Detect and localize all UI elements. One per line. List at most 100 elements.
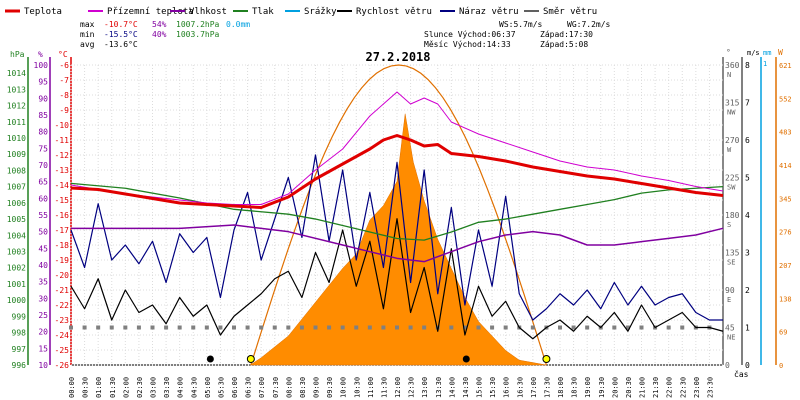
compass-label: SE [727,259,735,267]
dir-tick-label: 270 [725,136,740,145]
wind-dir-point [150,325,155,330]
hpa-tick-label: 1003 [7,247,26,256]
ms-tick-label: 0 [745,361,750,370]
temp-tick-label: -26 [55,361,70,370]
legend-label: Přízemní teplota [107,7,194,17]
legend-label: Teplota [24,7,62,17]
temp-tick-label: -6 [59,61,69,70]
ms-tick-label: 5 [745,174,750,183]
wind-dir-point [245,325,250,330]
temp-tick-label: -24 [55,331,70,340]
x-tick-label: 21:30 [652,377,660,398]
wind-dir-point [558,325,562,330]
x-tick-label: 07:30 [272,377,280,398]
legend-item-wind-gust: Náraz větru [440,7,519,17]
temp-tick-label: -12 [55,151,70,160]
dir-tick-label: 180 [725,211,740,220]
x-tick-label: 22:00 [666,377,674,398]
legend-item-temp: Teplota [5,7,62,17]
pct-tick-label: 20 [38,328,48,337]
ms-tick-label: 6 [745,136,750,145]
wind-dir-point [232,325,236,330]
wind-dir-point [680,325,685,330]
wind-dir-point [639,325,644,330]
x-tick-label: 02:00 [122,377,130,398]
x-tick-label: 08:00 [285,377,293,398]
w-tick-label: 621 [779,62,792,70]
wind-dir-point [164,325,169,330]
wind-dir-point [449,325,454,330]
dir-tick-label: 360 [725,61,740,70]
x-tick-label: 15:30 [489,377,497,398]
stat-max-hum: 54% [152,20,167,29]
x-axis-label: čas [734,369,749,379]
temp-tick-label: -13 [55,166,70,175]
wind-dir-point [96,325,101,330]
x-tick-label: 12:30 [408,377,416,398]
hpa-tick-label: 1006 [7,199,26,208]
temp-tick-label: -17 [55,226,70,235]
wind-dir-point [462,325,467,330]
pct-axis-label: % [38,50,43,59]
x-tick-label: 23:00 [693,377,701,398]
x-tick-label: 06:00 [231,377,239,398]
ms-tick-label: 4 [745,211,750,220]
wind-dir-point [82,325,87,330]
x-tick-label: 10:00 [340,377,348,398]
w-tick-label: 483 [779,129,792,137]
dir-tick-label: 0 [725,361,730,370]
temp-tick-label: -23 [55,316,70,325]
x-tick-label: 18:00 [557,377,565,398]
stats: max -10.7°C 54% 1007.2hPa 0.0mm min -15.… [80,20,250,49]
pct-tick-label: 70 [38,161,48,170]
pct-tick-label: 90 [38,94,48,103]
wind-gust-line [70,154,723,321]
compass-label: E [727,296,731,304]
solar-radiation-area [249,113,547,366]
x-tick-label: 04:00 [177,377,185,398]
wind-info: WS:5.7m/s WG:7.2m/s Slunce Východ:06:37 … [424,20,611,49]
wind-dir-point [69,325,73,330]
solar-area [249,64,547,366]
pct-tick-label: 30 [38,294,48,303]
w-tick-label: 414 [779,162,792,170]
ms-axis-label: m/s [747,49,760,57]
wind-dir-point [191,325,196,330]
x-tick-label: 23:30 [706,377,714,398]
w-tick-label: 207 [779,262,792,270]
legend-item-rain: Srážky [285,7,337,17]
x-tick-label: 01:30 [109,377,117,398]
legend-label: Náraz větru [459,7,519,17]
x-tick-label: 03:00 [150,377,158,398]
temp-tick-label: -21 [55,286,70,295]
stat-max-rain: 0.0mm [226,20,250,29]
temp-tick-label: -11 [55,136,70,145]
x-tick-label: 17:30 [543,377,551,398]
wind-dir-point [503,325,508,330]
info-moon: Měsíc Východ:14:33 [424,40,511,49]
hpa-tick-label: 1000 [7,296,26,305]
hpa-tick-label: 1005 [7,215,26,224]
x-tick-label: 20:00 [611,377,619,398]
wind-dir-point [395,325,399,330]
x-tick-label: 20:30 [625,377,633,398]
x-tick-label: 09:30 [326,377,334,398]
x-tick-label: 05:30 [217,377,225,398]
wind-dir-point [123,325,128,330]
info-sun-set: Západ:17:30 [540,30,593,39]
x-tick-label: 12:00 [394,377,402,398]
legend-item-wind-speed: Rychlost větru [337,7,432,17]
x-tick-label: 10:30 [353,377,361,398]
x-tick-label: 16:30 [516,377,524,398]
sun-max-curve [250,64,547,366]
wind-dir-point [490,325,495,330]
x-tick-label: 14:30 [462,377,470,398]
temp-tick-label: -22 [55,301,70,310]
sunset-marker [542,355,551,363]
x-tick-label: 11:00 [367,377,375,398]
x-tick-label: 21:00 [639,377,647,398]
x-tick-label: 13:30 [435,377,443,398]
pct-tick-label: 95 [38,78,48,87]
wind-dir-point [422,325,427,330]
pct-tick-label: 60 [38,194,48,203]
